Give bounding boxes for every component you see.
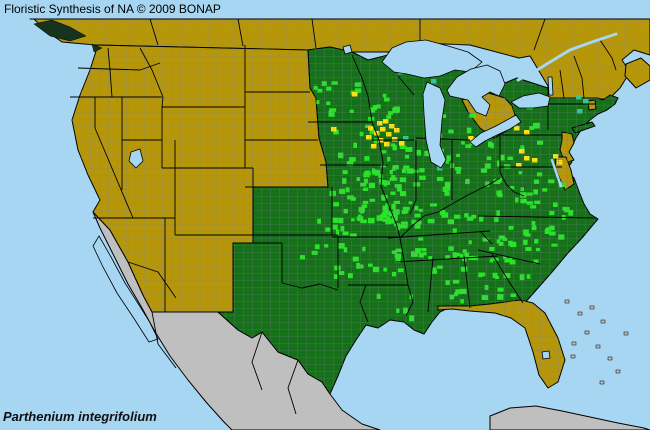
state-border [281,282,339,291]
state-border [573,55,585,99]
st-lawrence-river [516,32,618,82]
state-border [533,18,546,51]
chesapeake-bay [550,158,563,188]
state-border [397,75,415,96]
lake-okeechobee [541,350,551,360]
state-border [371,121,401,239]
species-name: Parthenium integrifolium [3,409,157,424]
islet [599,380,605,385]
state-border [599,39,617,71]
state-border [409,140,417,215]
lake-erie [469,114,522,148]
islet [615,369,621,374]
county-grid-us-west-absent [72,45,328,312]
islet [577,311,583,316]
state-border [415,137,471,141]
state-border [399,237,409,286]
islet [623,331,629,336]
county-grid-canada [30,19,650,99]
foreign-border [151,311,177,369]
state-border [351,54,373,123]
islet [570,354,576,359]
state-border [387,230,491,239]
great-salt-lake [128,148,144,169]
county-grid-long-island [572,122,595,133]
lake-of-the-woods [342,44,353,55]
islet [584,330,590,335]
gulf-of-california [92,235,159,343]
state-border [463,255,471,309]
county-grid-delmarva [555,157,574,190]
islet [589,305,595,310]
lake-michigan [422,81,447,169]
county-grid-florida [438,300,565,388]
islet [607,356,613,361]
map-title: Floristic Synthesis of NA © 2009 BONAP [4,2,221,16]
county-grid-rhode-island [588,100,596,110]
state-border [491,253,524,304]
lake-superior [381,39,483,79]
islet [564,299,570,304]
state-border [395,255,499,263]
land-cuba [489,405,650,430]
state-border [149,18,159,46]
vancouver-island [33,19,87,42]
state-border [427,257,434,313]
foreign-border [287,359,299,415]
state-border [139,47,164,108]
state-border [499,171,525,197]
lake-ontario [510,92,551,109]
state-border [107,47,113,98]
foreign-border [251,331,263,391]
state-border [559,69,565,99]
foreign-border [127,261,177,299]
state-border [479,230,493,245]
state-border [237,18,244,47]
lake-champlain [547,76,554,96]
state-border [359,284,369,323]
state-border [477,249,541,265]
county-grid-nova-scotia [625,58,650,88]
county-grid-new-jersey [560,132,574,163]
state-border [405,284,414,317]
state-border [477,215,597,219]
islet [595,344,601,349]
state-border [94,97,134,219]
coastal-islet [91,43,103,53]
state-border [311,18,317,49]
lake-huron [446,64,506,117]
islet [600,319,606,324]
islet [571,341,577,346]
state-border [77,62,161,71]
state-border [399,177,501,239]
